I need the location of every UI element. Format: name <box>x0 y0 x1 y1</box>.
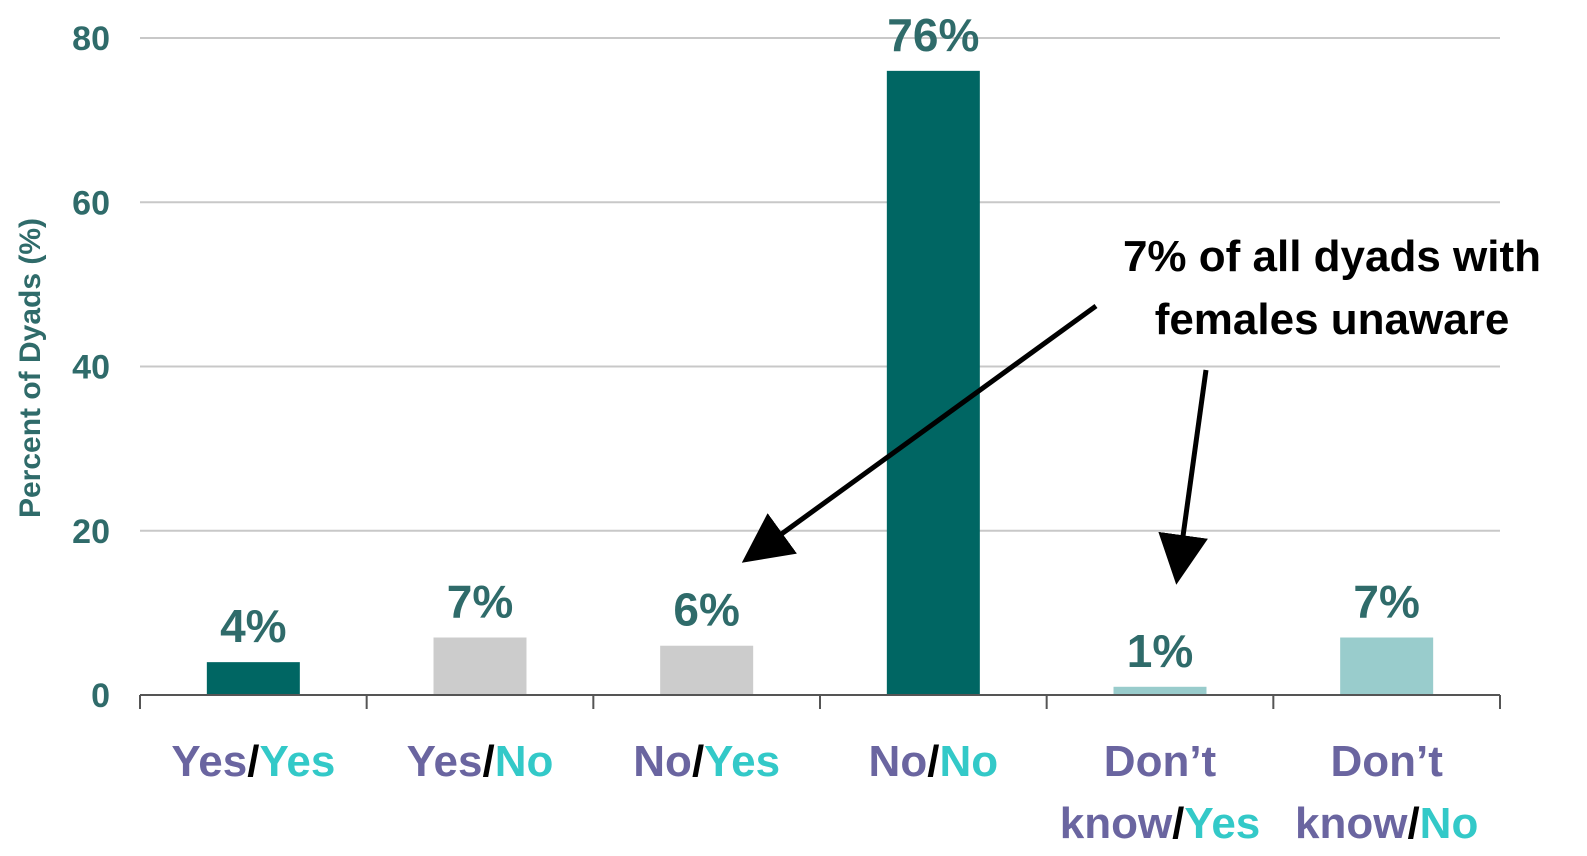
annotation-line-2: females unaware <box>1155 295 1510 344</box>
category-label: Don’t <box>1104 737 1217 786</box>
gridlines <box>140 37 1500 532</box>
category-label: No/No <box>869 737 999 786</box>
y-axis-ticks: 0 20 40 60 80 <box>72 20 110 715</box>
bar <box>886 70 980 696</box>
bars <box>206 70 1434 696</box>
annotation-arrow-2 <box>1158 369 1209 585</box>
y-tick-label: 20 <box>72 513 110 551</box>
data-label: 1% <box>1127 625 1193 677</box>
annotation-line-1: 7% of all dyads with <box>1123 232 1541 281</box>
category-label: Yes/No <box>407 737 554 786</box>
y-tick-label: 80 <box>72 20 110 58</box>
category-label: know/No <box>1295 799 1478 848</box>
category-label: Yes/Yes <box>171 737 335 786</box>
bar <box>1340 637 1434 695</box>
data-label: 76% <box>887 9 979 61</box>
category-label: know/Yes <box>1060 799 1261 848</box>
data-label: 7% <box>447 576 513 628</box>
data-labels: 4% 7% 6% 76% 1% 7% <box>220 9 1420 677</box>
bar <box>433 637 527 695</box>
category-labels: Yes/Yes Yes/No No/Yes No/No Don’t know/Yes Don… <box>171 737 1478 848</box>
data-label: 6% <box>673 584 739 636</box>
data-label: 7% <box>1353 576 1419 628</box>
y-axis-label: Percent of Dyads (%) <box>14 218 47 518</box>
data-label: 4% <box>220 600 286 652</box>
bar <box>1113 686 1207 695</box>
annotation: 7% of all dyads with females unaware <box>741 232 1541 585</box>
category-label: Don’t <box>1330 737 1443 786</box>
y-tick-label: 0 <box>91 677 110 715</box>
annotation-arrow-1 <box>741 303 1098 563</box>
category-label: No/Yes <box>633 737 780 786</box>
y-tick-label: 60 <box>72 184 110 222</box>
x-axis <box>139 694 1501 709</box>
y-tick-label: 40 <box>72 349 110 387</box>
bar <box>206 662 300 695</box>
bar <box>660 645 754 695</box>
